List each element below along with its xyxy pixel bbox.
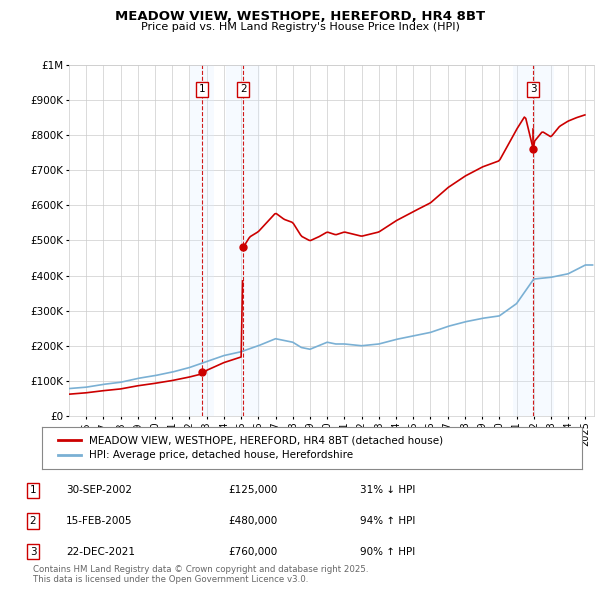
- Text: 3: 3: [530, 84, 536, 94]
- Text: Price paid vs. HM Land Registry's House Price Index (HPI): Price paid vs. HM Land Registry's House …: [140, 22, 460, 32]
- Legend: MEADOW VIEW, WESTHOPE, HEREFORD, HR4 8BT (detached house), HPI: Average price, d: MEADOW VIEW, WESTHOPE, HEREFORD, HR4 8BT…: [53, 430, 448, 466]
- Text: 2: 2: [240, 84, 247, 94]
- Text: £760,000: £760,000: [228, 547, 277, 556]
- Bar: [512, 65, 554, 416]
- Bar: [190, 65, 214, 416]
- Text: 30-SEP-2002: 30-SEP-2002: [66, 486, 132, 495]
- Text: 90% ↑ HPI: 90% ↑ HPI: [360, 547, 415, 556]
- Text: £125,000: £125,000: [228, 486, 277, 495]
- Text: 1: 1: [29, 486, 37, 495]
- Text: £480,000: £480,000: [228, 516, 277, 526]
- Text: 94% ↑ HPI: 94% ↑ HPI: [360, 516, 415, 526]
- Text: 1: 1: [199, 84, 206, 94]
- Text: 3: 3: [29, 547, 37, 556]
- Bar: [226, 65, 260, 416]
- Text: 2: 2: [29, 516, 37, 526]
- Text: 22-DEC-2021: 22-DEC-2021: [66, 547, 135, 556]
- Text: 15-FEB-2005: 15-FEB-2005: [66, 516, 133, 526]
- Text: Contains HM Land Registry data © Crown copyright and database right 2025.
This d: Contains HM Land Registry data © Crown c…: [33, 565, 368, 584]
- Text: 31% ↓ HPI: 31% ↓ HPI: [360, 486, 415, 495]
- Text: MEADOW VIEW, WESTHOPE, HEREFORD, HR4 8BT: MEADOW VIEW, WESTHOPE, HEREFORD, HR4 8BT: [115, 10, 485, 23]
